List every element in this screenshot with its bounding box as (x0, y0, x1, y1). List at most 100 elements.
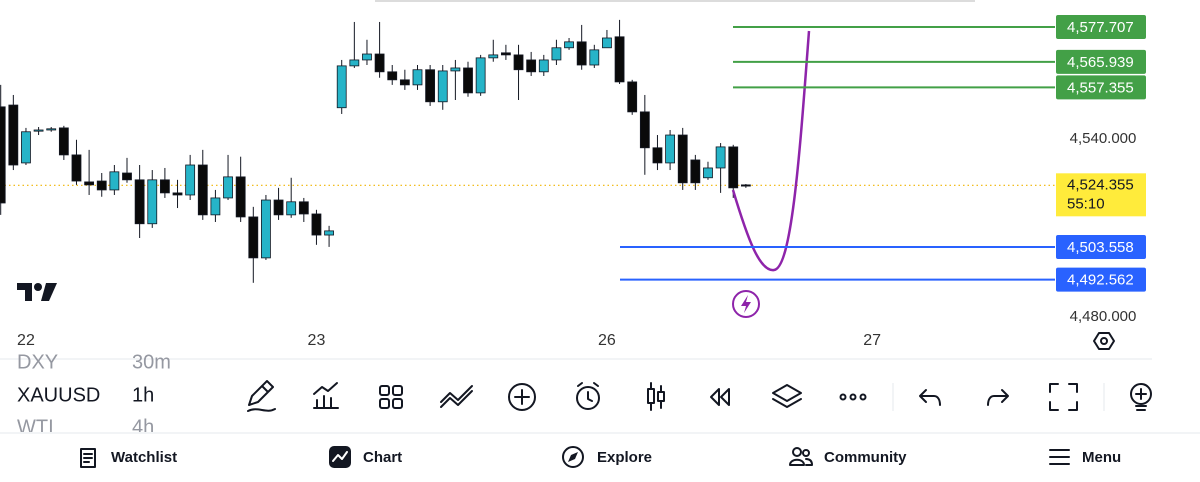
price-label-box (1056, 267, 1146, 292)
candle-body (159, 179, 170, 194)
candle-body (412, 69, 423, 86)
price-label-box (1056, 14, 1146, 39)
tradingview-logo (17, 283, 57, 301)
candle-body (223, 176, 233, 199)
x-tick-label: 22 (17, 332, 35, 349)
candle-body (551, 47, 562, 61)
candle-body (602, 37, 612, 49)
nav-community[interactable]: Community (789, 447, 907, 466)
candle-body (8, 104, 19, 166)
x-tick-label: 27 (863, 332, 881, 349)
layout-tool[interactable] (379, 385, 403, 409)
add-tool[interactable] (508, 383, 536, 411)
layers-tool[interactable] (772, 384, 802, 408)
nav-label: Explore (597, 449, 652, 466)
candle-body (286, 201, 297, 216)
candle-body (728, 146, 739, 189)
candle-body (324, 230, 334, 236)
candle-body (122, 172, 132, 181)
candle-body (690, 159, 701, 184)
candle-body (134, 179, 145, 225)
candle-body (0, 106, 6, 204)
candle-body (399, 79, 410, 86)
nav-label: Watchlist (111, 449, 177, 466)
x-tick-label: 26 (598, 332, 616, 349)
candle-body (387, 71, 398, 81)
candle-body (589, 49, 600, 66)
nav-label: Menu (1082, 449, 1121, 466)
candle-body (362, 53, 372, 61)
settings-icon[interactable] (1093, 332, 1115, 350)
toolbar (247, 380, 1152, 412)
interval: 4h (132, 416, 154, 438)
candle-body (210, 197, 221, 216)
alarm-tool[interactable] (576, 382, 600, 410)
price-label-box (1056, 49, 1146, 74)
candle-body (526, 59, 537, 73)
candle-body (58, 127, 69, 156)
candle-body (437, 70, 448, 103)
nav-label: Chart (363, 449, 402, 466)
candle-body (273, 199, 284, 216)
drawn-curve (731, 30, 811, 272)
candle-body (488, 54, 499, 59)
candle-body (298, 201, 309, 215)
fullscreen-tool[interactable] (1049, 383, 1078, 411)
replay-tool[interactable] (710, 388, 730, 406)
price-label: 4,492.562 (1067, 272, 1134, 289)
indicators-tool[interactable] (313, 382, 339, 409)
candle-type-tool[interactable] (647, 382, 665, 411)
candle-body (740, 184, 751, 187)
candle-body (665, 134, 675, 164)
candle-body (248, 216, 259, 259)
y-tick-label: 4,540.000 (1070, 130, 1137, 147)
undo-tool[interactable] (919, 389, 941, 406)
nav-explore[interactable]: Explore (562, 446, 652, 468)
candle-body (311, 213, 322, 236)
compare-tool[interactable] (440, 385, 473, 408)
interval: 30m (132, 351, 171, 373)
nav-watchlist[interactable]: Watchlist (80, 448, 177, 468)
candle-body (513, 54, 524, 71)
candle-body (96, 180, 107, 191)
candle-body (463, 67, 473, 94)
price-label-box (1056, 235, 1146, 260)
symbol: XAUUSD (17, 384, 100, 406)
candle-body (349, 59, 360, 67)
price-label: 4,565.939 (1067, 54, 1134, 71)
nav-menu[interactable]: Menu (1049, 449, 1121, 466)
popup-edge (375, 0, 975, 2)
nav-chart[interactable]: Chart (329, 446, 402, 468)
candle-body (564, 41, 574, 49)
symbol-list: DXY 30m XAUUSD 1h WTI 4h (17, 351, 171, 438)
redo-tool[interactable] (987, 389, 1009, 406)
ideas-tool[interactable] (1130, 383, 1152, 411)
candle-body (425, 69, 436, 103)
candle-body (71, 154, 82, 182)
price-axis: 4,540.000 4,480.000 4,577.707 4,565.939 4,55… (1056, 14, 1146, 325)
price-label: 4,503.558 (1067, 239, 1134, 256)
draw-tool[interactable] (247, 380, 276, 412)
more-tool[interactable] (839, 393, 867, 401)
candle-body (703, 167, 713, 179)
price-label: 4,557.355 (1067, 79, 1134, 96)
candle-body (614, 36, 625, 83)
interval: 1h (132, 384, 154, 406)
candle-body (715, 146, 726, 169)
y-tick-label: 4,480.000 (1070, 308, 1137, 325)
last-price-label: 4,524.355 (1067, 176, 1134, 193)
price-label: 4,577.707 (1067, 19, 1134, 36)
candle-body (84, 181, 95, 186)
alert-icon[interactable] (732, 290, 760, 318)
candle-body (46, 128, 57, 131)
candle-body (235, 176, 246, 218)
symbol: WTI (17, 416, 54, 438)
candle-body (336, 65, 347, 109)
price-label-box (1056, 75, 1146, 100)
candle-body (627, 81, 638, 113)
candle-body (450, 67, 461, 72)
nav-label: Community (824, 449, 907, 466)
last-price-box (1056, 173, 1146, 217)
candle-body (172, 192, 183, 196)
